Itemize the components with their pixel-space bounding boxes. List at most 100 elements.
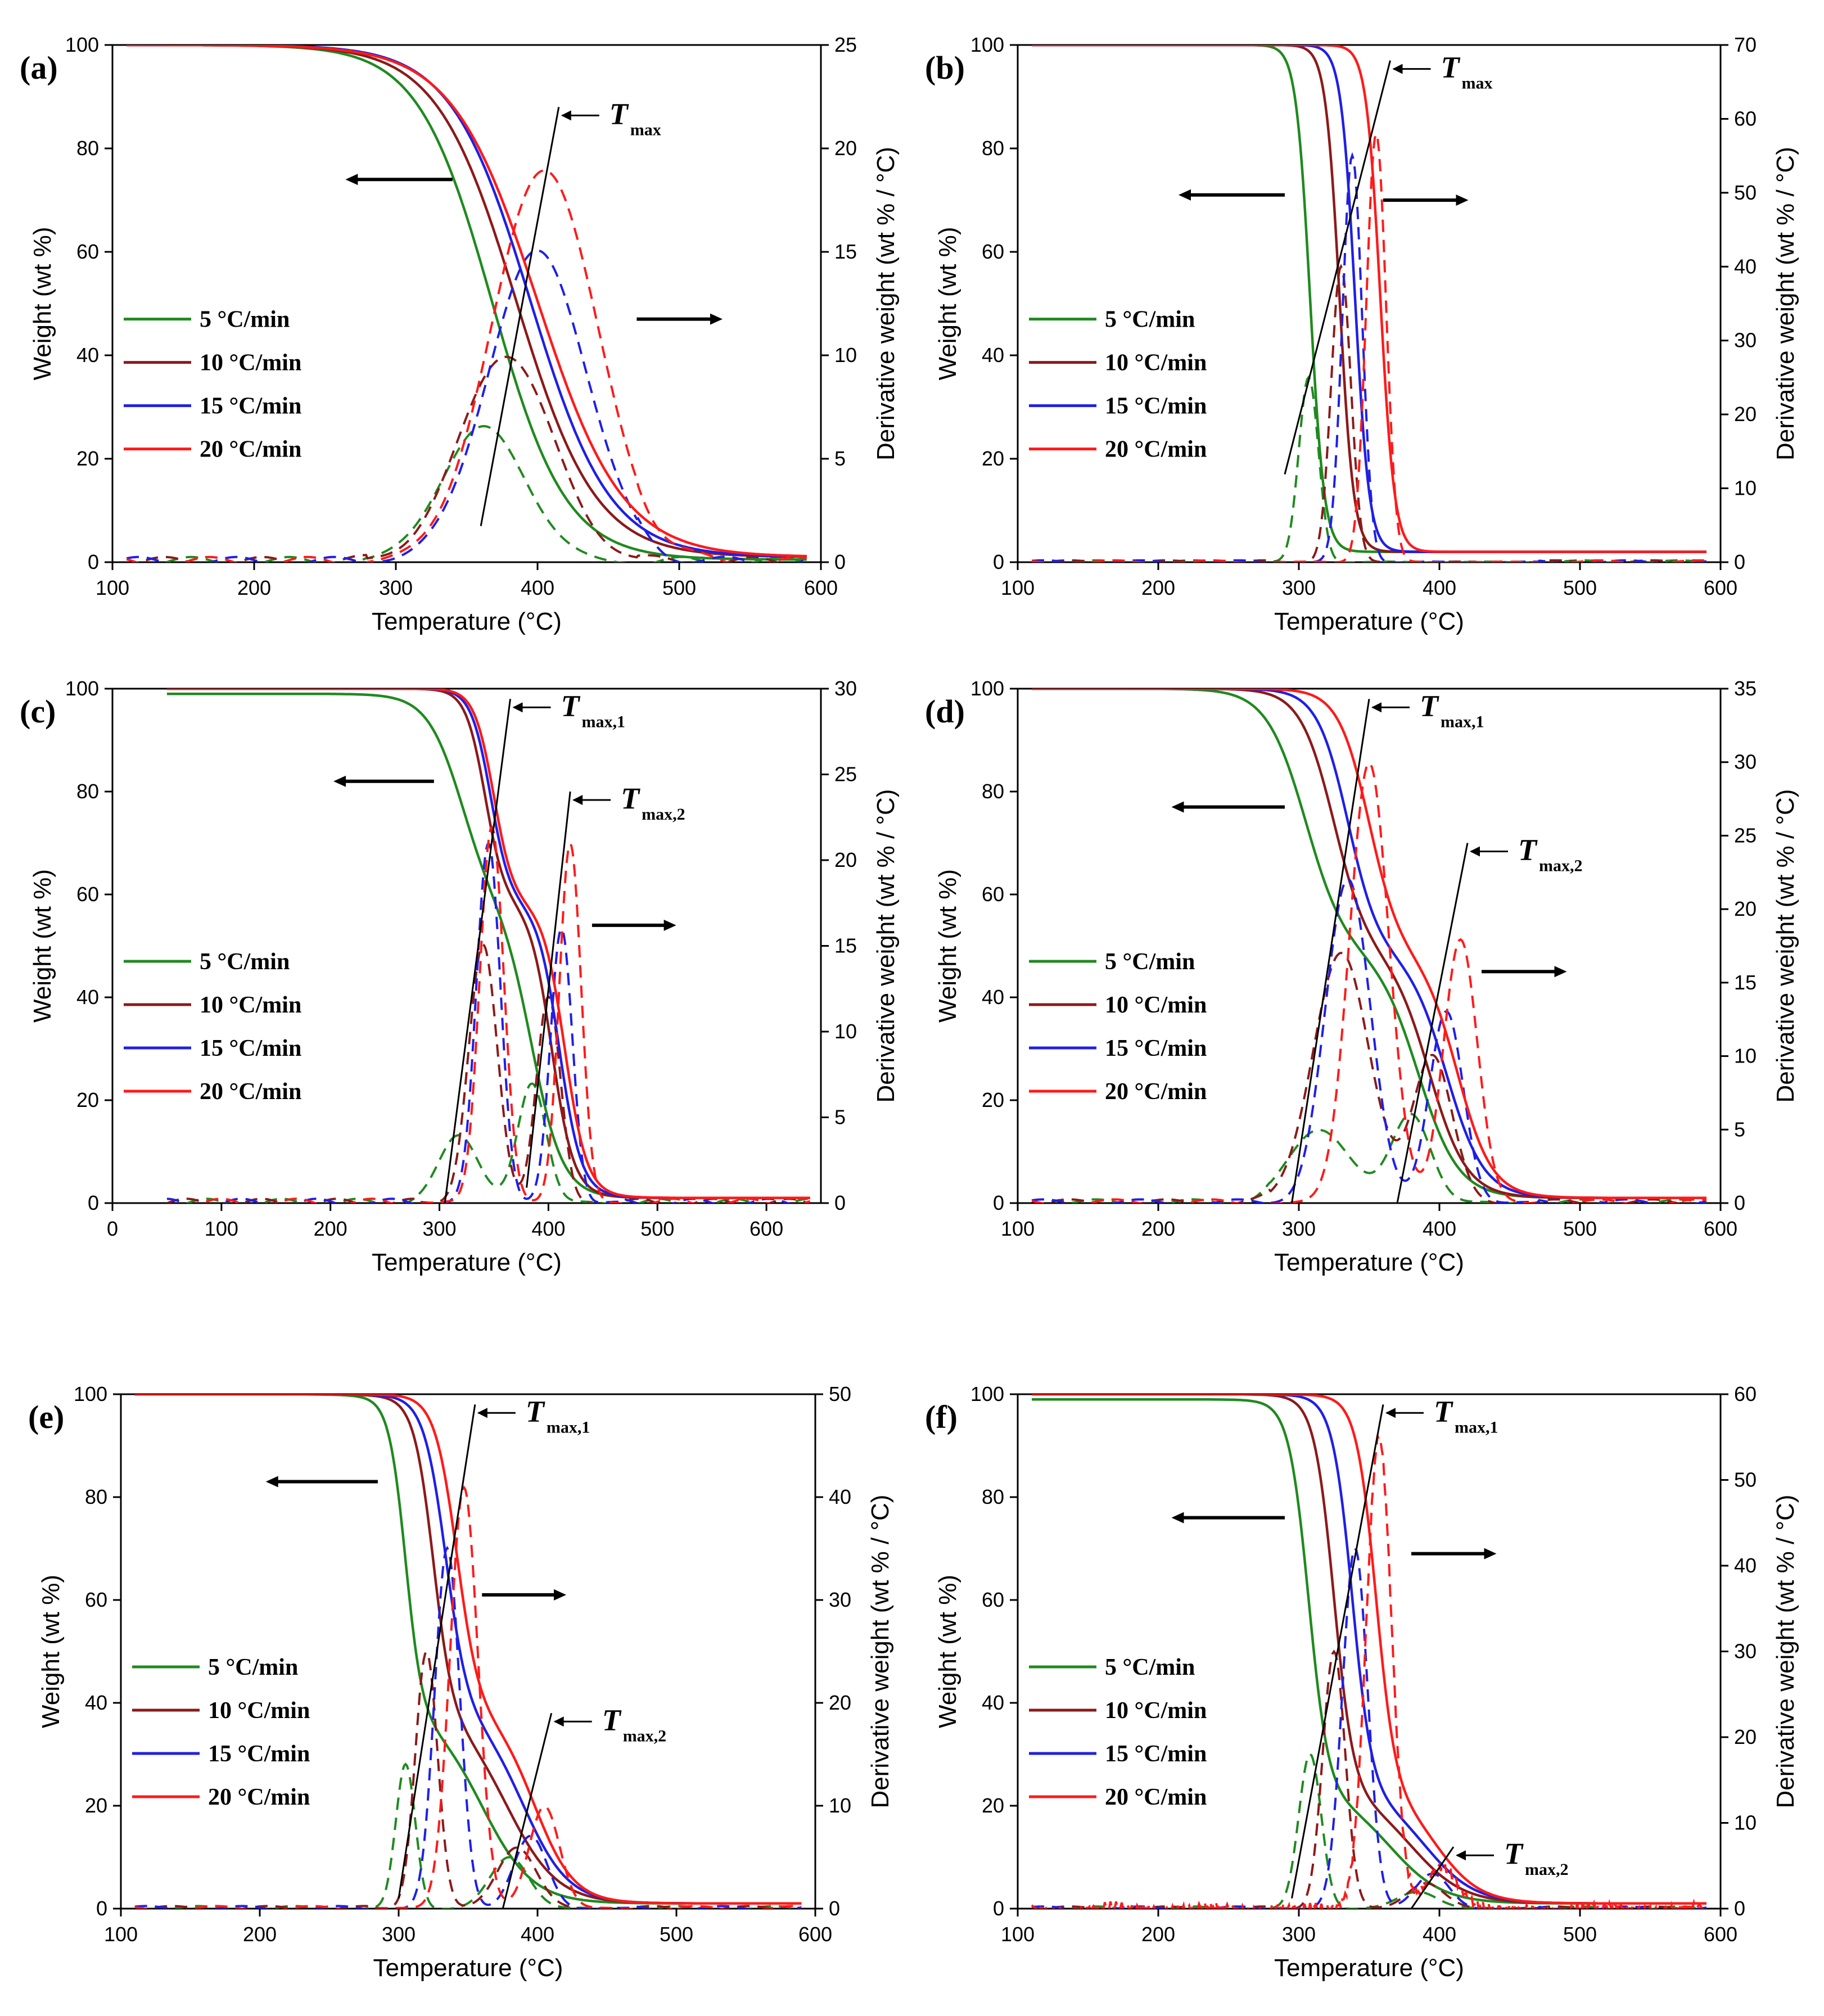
y2-tick-label: 25 (834, 763, 857, 786)
x-tick-label: 400 (521, 576, 554, 599)
y2-tick-label: 40 (1734, 1554, 1757, 1577)
y2-tick-label: 60 (1734, 107, 1757, 130)
x-axis-title: Temperature (°C) (1274, 1954, 1464, 1982)
legend-label-20: 20 °C/min (1105, 437, 1207, 463)
y-tick-label: 100 (74, 1382, 107, 1405)
y2-tick-label: 60 (1734, 1382, 1757, 1405)
y2-tick-label: 10 (1734, 1045, 1757, 1068)
tmax-guide-line (1396, 843, 1469, 1204)
x-tick-label: 400 (521, 1923, 554, 1946)
x-tick-label: 600 (1704, 1923, 1737, 1946)
legend-label-15: 15 °C/min (208, 1741, 310, 1767)
x-tick-label: 600 (798, 1923, 832, 1946)
left-arrow-head (1171, 801, 1184, 813)
y2-tick-label: 50 (829, 1382, 851, 1405)
derivative-curve-5-cpm (184, 1082, 810, 1203)
y2-tick-label: 30 (829, 1588, 851, 1611)
tmax-subscript: max (630, 120, 661, 139)
derivative-curve-15-cpm (1031, 152, 1707, 562)
y2-tick-label: 20 (1734, 897, 1757, 920)
y-tick-label: 20 (982, 447, 1004, 470)
x-axis-title: Temperature (°C) (373, 1954, 563, 1982)
y2-axis-title: Derivative weight (wt % / °C) (872, 789, 900, 1103)
y2-tick-label: 30 (1734, 751, 1757, 774)
y2-tick-label: 5 (834, 1106, 846, 1129)
left-arrow-head (1171, 1512, 1184, 1524)
y-tick-label: 60 (982, 240, 1004, 263)
x-axis-title: Temperature (°C) (372, 1249, 562, 1276)
x-tick-label: 100 (96, 576, 129, 599)
y-axis-title: Weight (wt %) (934, 227, 961, 380)
tmax-symbol: T (1504, 1837, 1524, 1870)
plot-frame (120, 1393, 816, 1910)
tmax-subscript: max (1462, 74, 1493, 93)
weight-curve-20-cpm (1032, 1394, 1706, 1905)
y2-tick-label: 0 (1734, 1191, 1745, 1214)
x-tick-label: 200 (314, 1217, 347, 1240)
curves (134, 1394, 802, 1909)
x-tick-label: 500 (662, 576, 696, 599)
legend-label-5: 5 °C/min (200, 307, 290, 333)
tmax-guide-line (526, 791, 571, 1188)
y-tick-label: 0 (993, 550, 1004, 573)
weight-curve-20-cpm (166, 689, 810, 1200)
x-tick-label: 500 (660, 1923, 693, 1946)
weight-curve-20-cpm (1032, 689, 1706, 1200)
legend-label-10: 10 °C/min (1105, 350, 1207, 376)
curves (1031, 689, 1707, 1203)
derivative-curve-10-cpm (1036, 1649, 1686, 1909)
legend-label-20: 20 °C/min (200, 437, 301, 463)
legend-label-15: 15 °C/min (1105, 1036, 1207, 1061)
y-tick-label: 60 (76, 883, 99, 906)
weight-curve-5-cpm (127, 45, 807, 561)
x-tick-label: 300 (1282, 1217, 1316, 1240)
y2-tick-label: 50 (1734, 181, 1757, 204)
tmax-subscript: max,1 (1455, 1418, 1498, 1436)
y-tick-label: 0 (88, 550, 99, 573)
x-tick-label: 600 (1704, 1217, 1737, 1240)
y-tick-label: 40 (85, 1691, 107, 1714)
tmax-pointer-head (1470, 846, 1480, 857)
legend-label-5: 5 °C/min (200, 949, 290, 975)
y2-tick-label: 20 (829, 1691, 851, 1714)
legend-label-10: 10 °C/min (200, 992, 301, 1018)
y2-tick-label: 30 (1734, 329, 1757, 352)
panel-label: (f) (925, 1399, 958, 1435)
y2-tick-label: 25 (1734, 824, 1757, 847)
y2-axis-title: Derivative weight (wt % / °C) (1772, 789, 1799, 1103)
y-tick-label: 80 (982, 780, 1004, 803)
x-tick-label: 200 (1141, 1217, 1175, 1240)
curves (126, 45, 807, 562)
plot-frame (111, 44, 822, 563)
chart-panel-1: 100 200 300 400 500 600 0 20 40 60 80 100 0 5 10 15 20 25… (20, 33, 900, 635)
tmax-symbol: T (602, 1703, 622, 1737)
x-tick-label: 300 (379, 576, 413, 599)
y-tick-label: 20 (76, 447, 99, 470)
x-tick-label: 300 (1282, 576, 1316, 599)
tmax-pointer-head (1392, 64, 1403, 74)
derivative-curve-15-cpm (166, 841, 791, 1203)
x-tick-label: 600 (1704, 576, 1737, 599)
weight-curve-15-cpm (1032, 1394, 1706, 1905)
tmax-symbol: T (609, 97, 629, 130)
y-tick-label: 60 (85, 1588, 107, 1611)
curves (1031, 1394, 1707, 1909)
right-arrow-head (710, 313, 723, 325)
x-tick-label: 500 (640, 1217, 674, 1240)
x-tick-label: 300 (382, 1923, 416, 1946)
legend-label-15: 15 °C/min (1105, 1741, 1207, 1767)
panel-label: (e) (28, 1399, 64, 1435)
x-axis-title: Temperature (°C) (1274, 608, 1464, 635)
y-tick-label: 40 (982, 343, 1004, 367)
y2-tick-label: 0 (834, 550, 846, 573)
plot-frame (1017, 688, 1722, 1204)
plot-frame (1017, 1393, 1722, 1910)
chart-panel-5: 100 200 300 400 500 600 0 20 40 60 80 100 0 10 20 30 40 5… (28, 1382, 894, 1982)
y-tick-label: 80 (76, 780, 99, 803)
right-arrow-head (554, 1589, 567, 1601)
